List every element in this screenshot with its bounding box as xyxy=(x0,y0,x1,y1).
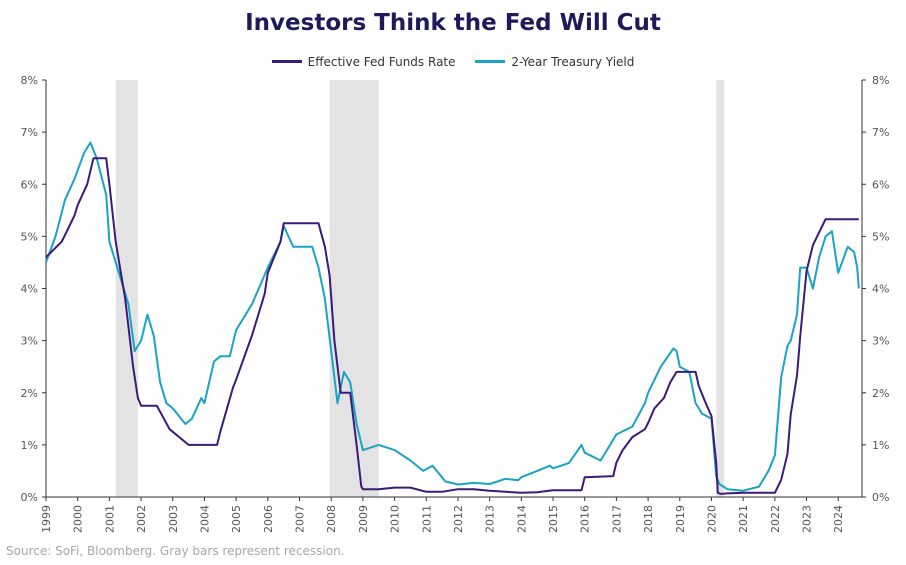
series-line-2yr-yield xyxy=(45,141,860,492)
x-tick-label: 2009 xyxy=(357,505,370,533)
y-tick-label-left: 0% xyxy=(21,491,38,504)
recession-bar-1 xyxy=(115,80,138,497)
x-tick-label: 2015 xyxy=(547,505,560,533)
legend-item-2yr-yield: 2-Year Treasury Yield xyxy=(475,55,634,69)
x-tick-label: 2002 xyxy=(135,505,148,533)
x-tick-label: 1999 xyxy=(40,505,53,533)
x-tick-label: 2008 xyxy=(325,505,338,533)
x-tick-label: 2013 xyxy=(484,505,497,533)
y-tick-label-left: 2% xyxy=(21,387,38,400)
recession-bar-2 xyxy=(329,80,379,497)
recession-bar-3 xyxy=(716,80,725,497)
y-tick-label-right: 1% xyxy=(872,439,889,452)
y-tick-label-right: 5% xyxy=(872,230,889,243)
x-tick-label: 2021 xyxy=(737,505,750,533)
y-tick-label-left: 5% xyxy=(21,230,38,243)
y-tick-label-left: 8% xyxy=(21,74,38,87)
y-tick-label-right: 3% xyxy=(872,335,889,348)
y-tick-label-left: 4% xyxy=(21,283,38,296)
x-tick-label: 2014 xyxy=(515,505,528,533)
x-tick-label: 2012 xyxy=(452,505,465,533)
y-tick-label-right: 0% xyxy=(872,491,889,504)
legend-label-2yr-yield: 2-Year Treasury Yield xyxy=(511,54,635,69)
source-note: Source: SoFi, Bloomberg. Gray bars repre… xyxy=(6,544,345,558)
y-tick-label-left: 1% xyxy=(21,439,38,452)
x-tick-label: 2023 xyxy=(801,505,814,533)
y-tick-label-left: 3% xyxy=(21,335,38,348)
x-tick-label: 2017 xyxy=(610,505,623,533)
series-line-fed-funds xyxy=(45,157,859,495)
y-tick-label-right: 8% xyxy=(872,74,889,87)
x-tick-label: 2022 xyxy=(769,505,782,533)
x-tick-label: 2024 xyxy=(832,505,845,533)
x-tick-label: 2006 xyxy=(262,505,275,533)
y-tick-label-right: 6% xyxy=(872,178,889,191)
x-tick-label: 2004 xyxy=(198,505,211,533)
y-tick-label-left: 6% xyxy=(21,178,38,191)
x-tick-label: 2007 xyxy=(294,505,307,533)
x-tick-label: 2018 xyxy=(642,505,655,533)
legend-swatch-2yr-yield xyxy=(475,60,506,63)
x-tick-label: 2019 xyxy=(674,505,687,533)
x-tick-label: 2003 xyxy=(167,505,180,533)
x-tick-label: 2005 xyxy=(230,505,243,533)
y-tick-label-right: 7% xyxy=(872,126,889,139)
chart-title: Investors Think the Fed Will Cut xyxy=(245,10,661,36)
chart-legend: Effective Fed Funds Rate 2-Year Treasury… xyxy=(0,52,906,69)
x-tick-label: 2020 xyxy=(705,505,718,533)
y-tick-label-right: 2% xyxy=(872,387,889,400)
x-tick-label: 2001 xyxy=(103,505,116,533)
y-tick-label-left: 7% xyxy=(21,126,38,139)
legend-label-fed-funds: Effective Fed Funds Rate xyxy=(307,54,456,69)
x-tick-label: 2016 xyxy=(579,505,592,533)
y-tick-label-right: 4% xyxy=(872,283,889,296)
x-tick-label: 2011 xyxy=(420,505,433,533)
x-tick-label: 2010 xyxy=(389,505,402,533)
legend-swatch-fed-funds xyxy=(271,60,302,63)
x-tick-label: 2000 xyxy=(72,505,85,533)
legend-item-fed-funds: Effective Fed Funds Rate xyxy=(271,54,456,69)
